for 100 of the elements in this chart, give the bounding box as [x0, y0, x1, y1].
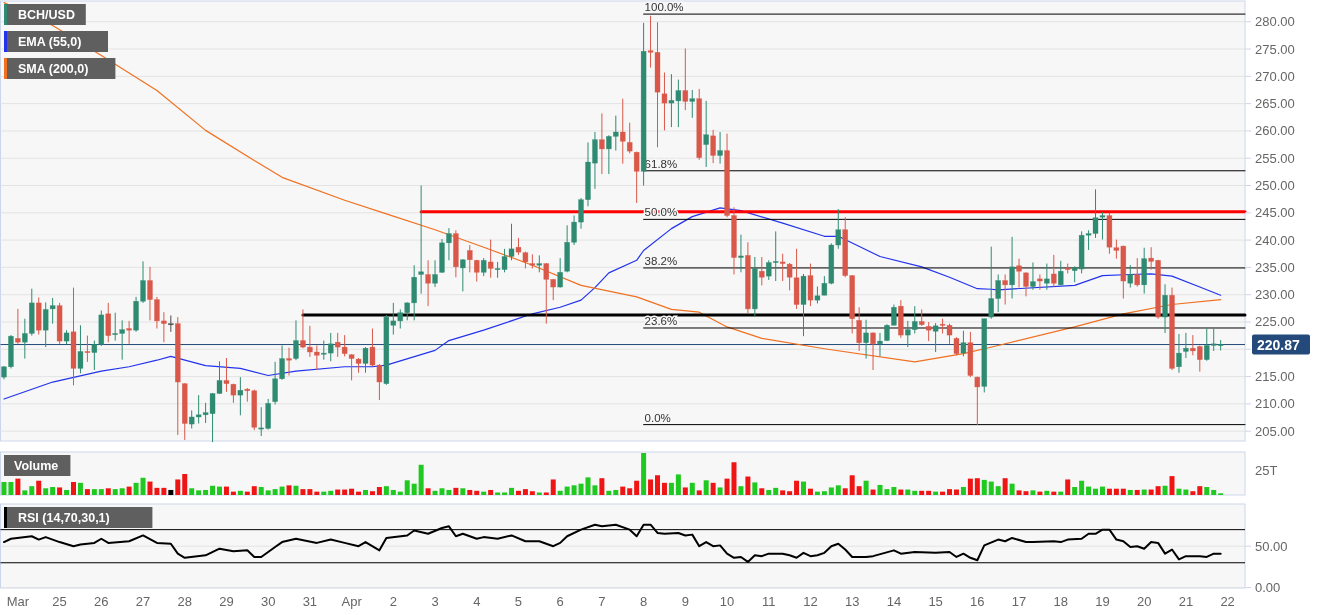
bar — [564, 486, 570, 495]
y-tick-label: 245.00 — [1255, 205, 1295, 221]
bar — [1106, 488, 1112, 495]
bar — [641, 453, 647, 495]
bar — [1002, 478, 1008, 495]
bar — [689, 482, 695, 495]
x-tick-label: 11 — [762, 594, 776, 609]
bar — [71, 481, 76, 495]
bar — [947, 489, 953, 495]
bar — [1148, 489, 1154, 495]
bar — [974, 478, 980, 495]
x-tick-label: 12 — [803, 594, 818, 609]
bar — [189, 488, 195, 495]
x-tick-label: 14 — [886, 594, 902, 609]
y-tick-label: 275.00 — [1255, 41, 1295, 57]
x-tick-label: 2 — [389, 594, 397, 609]
bar — [383, 486, 389, 495]
bar — [1134, 489, 1140, 495]
bar — [488, 489, 494, 495]
bar — [217, 486, 222, 495]
bar — [550, 479, 556, 495]
bar — [543, 492, 549, 495]
bar — [404, 480, 410, 495]
bar — [891, 487, 897, 495]
bar — [967, 478, 973, 495]
bar — [293, 485, 299, 495]
bar — [1127, 489, 1133, 495]
bar — [43, 488, 49, 495]
x-tick-label: 8 — [639, 594, 648, 609]
bar — [717, 487, 723, 495]
candlestick — [418, 185, 424, 295]
candlestick — [293, 319, 299, 361]
bar — [1, 481, 7, 495]
x-tick-label: 29 — [219, 594, 234, 609]
bar — [467, 489, 473, 495]
bar — [1204, 487, 1210, 495]
bar — [1099, 486, 1105, 495]
x-tick-label: 22 — [1220, 594, 1235, 609]
x-tick-label: 26 — [94, 594, 109, 609]
bar — [251, 486, 257, 495]
candlestick — [480, 257, 487, 277]
candlestick — [856, 306, 862, 352]
candlestick — [953, 336, 960, 356]
bar — [926, 490, 932, 495]
bar — [668, 482, 674, 495]
bar — [787, 491, 793, 495]
series-label: 50.0% — [644, 206, 678, 219]
candlestick — [974, 376, 981, 426]
x-tick-label: 16 — [970, 594, 985, 609]
bar — [981, 479, 987, 495]
bar — [1190, 491, 1196, 495]
y-tick-label: 250.00 — [1255, 178, 1295, 194]
x-tick-label: 17 — [1011, 594, 1027, 609]
candlestick — [425, 259, 431, 307]
bar — [807, 488, 813, 495]
candlestick — [223, 357, 230, 393]
bar — [682, 487, 688, 495]
bar — [1162, 485, 1168, 495]
ref-line-label: 220.87 — [1257, 336, 1301, 353]
bar — [1044, 490, 1050, 495]
bar — [828, 487, 834, 495]
bar — [752, 482, 758, 495]
y-tick-label: 210.00 — [1255, 396, 1295, 412]
bar — [710, 482, 716, 495]
bar — [912, 490, 918, 495]
bar — [342, 489, 348, 495]
bar — [126, 486, 132, 495]
candlestick — [1023, 271, 1029, 297]
bar — [98, 489, 104, 495]
bar — [105, 488, 111, 495]
x-tick-label: 25 — [52, 594, 67, 609]
candlestick — [1044, 263, 1050, 291]
bar — [780, 490, 786, 495]
candlestick — [703, 100, 709, 168]
bar — [557, 490, 563, 495]
x-tick-label: 7 — [598, 594, 606, 609]
x-tick-label: 4 — [473, 594, 481, 609]
bar — [515, 490, 521, 495]
bar — [773, 487, 779, 495]
bar — [766, 489, 772, 495]
bar — [133, 482, 139, 495]
candlestick — [1002, 274, 1008, 306]
candlestick — [710, 129, 716, 164]
x-tick-label: 3 — [431, 594, 439, 609]
y-tick-label: 235.00 — [1255, 259, 1295, 275]
candlestick — [1176, 333, 1182, 374]
bar — [502, 492, 508, 495]
bar — [1113, 488, 1119, 495]
y-tick-label: 205.00 — [1255, 423, 1295, 439]
bar — [1086, 486, 1092, 495]
bar — [1176, 488, 1182, 495]
bar — [154, 487, 160, 495]
bar — [655, 475, 661, 495]
candlestick — [1162, 283, 1168, 334]
bar — [1169, 476, 1175, 495]
bar — [634, 480, 640, 495]
bar — [411, 483, 417, 495]
bar — [745, 476, 751, 495]
bar — [182, 474, 188, 495]
candlestick — [633, 151, 640, 204]
